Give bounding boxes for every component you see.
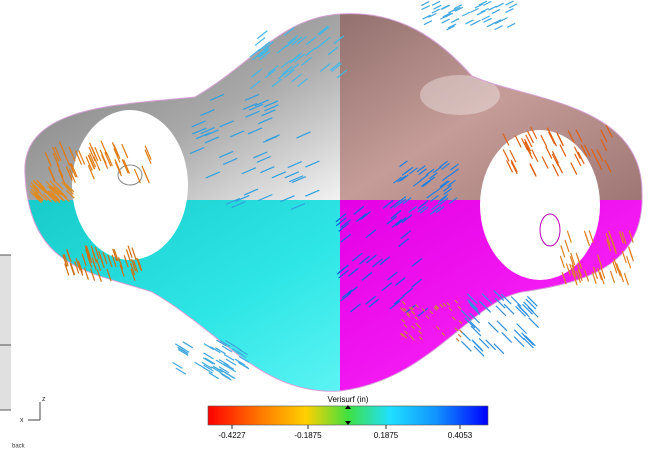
vector <box>432 1 440 5</box>
vector <box>173 362 183 368</box>
vector <box>257 31 267 39</box>
vector <box>226 366 236 372</box>
legend-tick-label: -0.4227 <box>218 431 246 440</box>
vector <box>176 368 186 374</box>
view-label: back <box>12 444 26 450</box>
part-surface <box>0 0 658 400</box>
vector <box>462 12 470 16</box>
vector <box>204 344 214 350</box>
vector <box>494 344 504 354</box>
vector <box>486 340 496 350</box>
vector <box>479 338 489 348</box>
vector <box>471 8 479 12</box>
vector <box>517 324 527 334</box>
side-panel <box>0 255 11 410</box>
vector <box>627 256 631 268</box>
vector <box>203 358 213 364</box>
vector <box>433 5 441 9</box>
color-legend: Verisurf (in) -0.4227 -0.1875 0.1875 0.4053 <box>208 395 488 440</box>
vector <box>209 373 219 379</box>
vector <box>481 8 489 12</box>
viewport: z x back Verisurf (in) -0.4227 -0.1875 0.1… <box>0 0 658 451</box>
vector <box>504 304 514 314</box>
vector <box>456 338 459 341</box>
vector <box>421 2 429 6</box>
vector <box>492 10 500 14</box>
vector <box>624 273 628 285</box>
vector <box>461 341 471 351</box>
vector <box>477 11 485 15</box>
axis-triad: z x back <box>12 396 46 450</box>
legend-tick-label: -0.1875 <box>294 431 322 440</box>
vector <box>496 3 504 7</box>
vector <box>511 297 521 307</box>
vector <box>502 332 512 342</box>
vector <box>458 334 461 337</box>
vector <box>183 342 193 348</box>
vector <box>610 271 614 283</box>
vector <box>224 354 234 360</box>
vector <box>488 6 496 10</box>
legend-tick-label: 0.1875 <box>374 431 399 440</box>
vector <box>451 19 459 23</box>
vector <box>507 23 515 27</box>
vector <box>505 1 513 5</box>
vector <box>235 359 245 365</box>
vector <box>424 21 432 25</box>
triad-x: x <box>20 417 24 424</box>
vector <box>442 5 450 9</box>
vector <box>505 9 513 13</box>
vector <box>422 6 430 10</box>
triad-z: z <box>42 396 46 403</box>
vector <box>529 318 539 328</box>
vector <box>497 321 507 331</box>
vector <box>239 363 249 369</box>
vector <box>255 37 265 45</box>
vector <box>470 21 478 25</box>
vector <box>622 251 626 263</box>
legend-tick-label: 0.4053 <box>448 431 473 440</box>
vector <box>629 249 633 261</box>
vector <box>495 26 503 30</box>
vector <box>465 20 473 24</box>
vector <box>432 9 440 13</box>
vector <box>488 322 498 332</box>
vector <box>509 4 517 8</box>
legend-title: Verisurf (in) <box>328 395 369 404</box>
scene: z x back Verisurf (in) -0.4227 -0.1875 0.1… <box>0 0 658 451</box>
vector <box>442 19 450 23</box>
